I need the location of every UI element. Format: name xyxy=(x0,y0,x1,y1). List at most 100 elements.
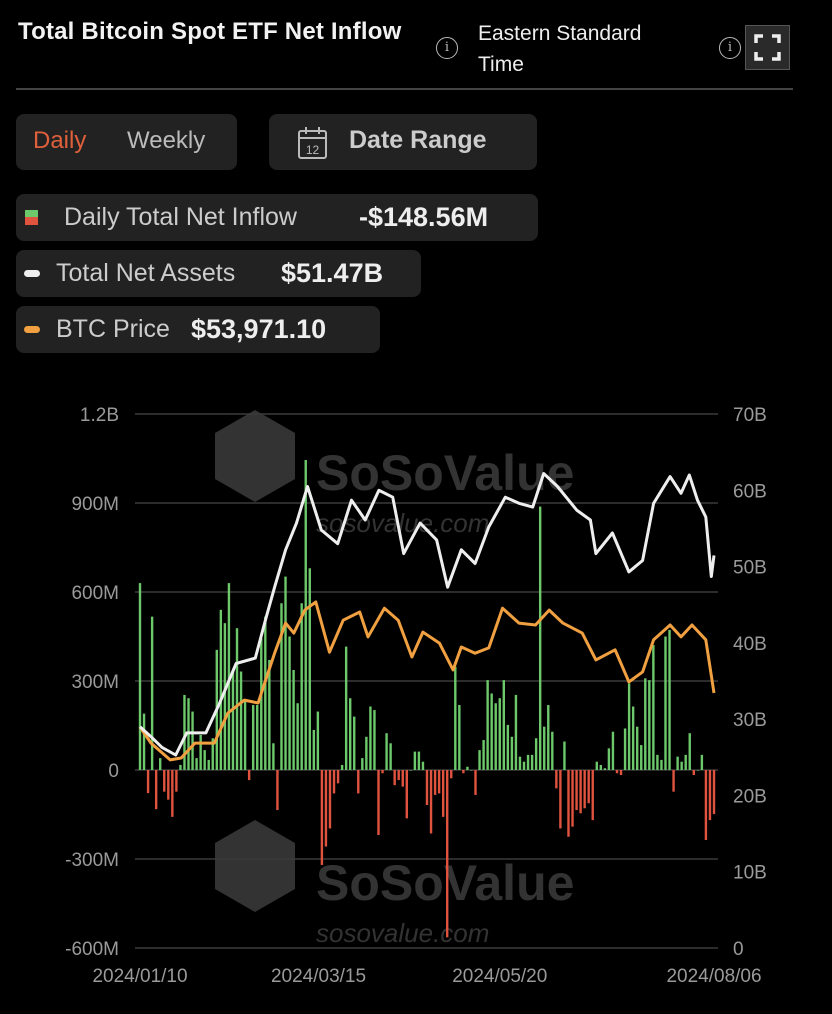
inflow-bar xyxy=(288,636,291,770)
legend-value: -$148.56M xyxy=(359,202,489,232)
legend-value: $51.47B xyxy=(281,258,384,288)
inflow-bar xyxy=(425,770,429,806)
inflow-bar xyxy=(256,705,259,770)
inflow-bar xyxy=(389,743,392,770)
fullscreen-button[interactable] xyxy=(745,25,790,70)
inflow-bar xyxy=(482,740,485,770)
inflow-bar xyxy=(583,770,586,809)
inflow-bar xyxy=(183,694,186,770)
date-range-button[interactable]: 12 Date Range xyxy=(269,114,537,170)
inflow-bar xyxy=(175,770,178,792)
inflow-bar xyxy=(478,750,481,770)
y-left-tick: 900M xyxy=(71,494,119,515)
inflow-bar xyxy=(154,770,158,810)
inflow-bar xyxy=(409,770,413,771)
inflow-bar xyxy=(332,770,336,794)
inflow-bar xyxy=(498,698,501,770)
inflow-bar xyxy=(680,761,683,770)
inflow-bar xyxy=(692,770,695,776)
inflow-bar xyxy=(656,754,659,770)
inflow-bar xyxy=(486,680,489,770)
period-toggle: Daily Weekly xyxy=(16,114,237,170)
etf-flow-chart[interactable]: SoSoValuesosovalue.comSoSoValuesosovalue… xyxy=(0,390,832,1014)
btc-price-line xyxy=(138,600,716,762)
inflow-bar xyxy=(441,770,445,817)
inflow-bar xyxy=(631,706,635,770)
inflow-bar xyxy=(567,770,570,837)
btc-price-swatch-icon xyxy=(24,326,40,333)
inflow-bar xyxy=(377,770,380,835)
inflow-bar xyxy=(454,666,457,770)
inflow-bar xyxy=(251,705,255,770)
inflow-bar xyxy=(450,770,453,779)
inflow-bar xyxy=(272,743,275,770)
inflow-bar xyxy=(320,770,324,865)
inflow-bar xyxy=(627,683,631,770)
inflow-bar xyxy=(401,770,404,787)
inflow-bar xyxy=(264,616,267,770)
inflow-bar xyxy=(146,770,150,794)
inflow-bar xyxy=(664,636,667,770)
inflow-bar xyxy=(579,770,582,814)
inflow-bar xyxy=(644,678,647,770)
inflow-bar xyxy=(474,770,477,795)
header-divider xyxy=(16,88,793,90)
inflow-bar xyxy=(433,770,437,795)
inflow-bar xyxy=(575,770,578,811)
watermark-brand: SoSoValue xyxy=(316,445,574,501)
calendar-icon: 12 xyxy=(298,127,327,159)
y-left-tick: 0 xyxy=(108,761,119,782)
inflow-bar xyxy=(235,628,239,770)
inflow-bar xyxy=(142,713,146,770)
tab-weekly[interactable]: Weekly xyxy=(127,127,206,154)
legend-label: BTC Price xyxy=(56,315,170,343)
inflow-bar xyxy=(365,736,368,770)
inflow-bar xyxy=(470,770,473,771)
y-right-tick: 20B xyxy=(733,786,767,807)
inflow-bar xyxy=(635,726,639,770)
inflow-bar xyxy=(167,770,170,800)
inflow-bar xyxy=(534,738,538,770)
inflow-bar xyxy=(219,609,223,770)
inflow-bar xyxy=(696,770,700,771)
y-right-tick: 30B xyxy=(733,710,767,731)
svg-text:12: 12 xyxy=(306,143,320,157)
inflow-bar xyxy=(668,629,671,770)
date-range-label: Date Range xyxy=(349,126,487,154)
inflow-bar xyxy=(700,754,704,770)
info-icon[interactable]: i xyxy=(436,37,458,59)
inflow-bar xyxy=(660,759,663,770)
inflow-bar xyxy=(385,733,388,770)
inflow-bar xyxy=(623,728,627,770)
timezone-info-icon[interactable]: i xyxy=(719,37,741,59)
inflow-bar xyxy=(179,764,182,770)
x-tick: 2024/03/15 xyxy=(271,966,366,987)
inflow-bar xyxy=(672,770,675,792)
watermark-brand: SoSoValue xyxy=(316,855,574,911)
inflow-bar xyxy=(591,770,594,821)
inflow-bar xyxy=(308,568,311,770)
inflow-bar xyxy=(510,736,514,770)
legend-btc-price[interactable]: BTC Price $53,971.10 xyxy=(16,306,380,353)
legend-net-assets[interactable]: Total Net Assets $51.47B xyxy=(16,250,421,297)
inflow-positive-swatch-icon xyxy=(25,210,38,217)
inflow-bars xyxy=(138,459,716,938)
inflow-bar xyxy=(393,770,396,786)
inflow-bar xyxy=(324,770,328,847)
y-right-tick: 10B xyxy=(733,863,767,884)
inflow-bar xyxy=(353,716,356,770)
inflow-bar xyxy=(684,754,687,770)
inflow-bar xyxy=(526,754,530,770)
inflow-bar xyxy=(405,770,408,819)
inflow-bar xyxy=(563,741,566,770)
tab-daily[interactable]: Daily xyxy=(33,127,87,154)
inflow-bar xyxy=(239,671,243,770)
inflow-bar xyxy=(551,731,554,770)
inflow-bar xyxy=(538,506,542,770)
inflow-bar xyxy=(159,758,162,770)
inflow-bar xyxy=(199,734,202,770)
y-left-tick: 300M xyxy=(71,672,119,693)
inflow-bar xyxy=(437,770,441,794)
inflow-bar xyxy=(587,770,590,804)
legend-daily-inflow[interactable]: Daily Total Net Inflow -$148.56M xyxy=(16,194,538,241)
